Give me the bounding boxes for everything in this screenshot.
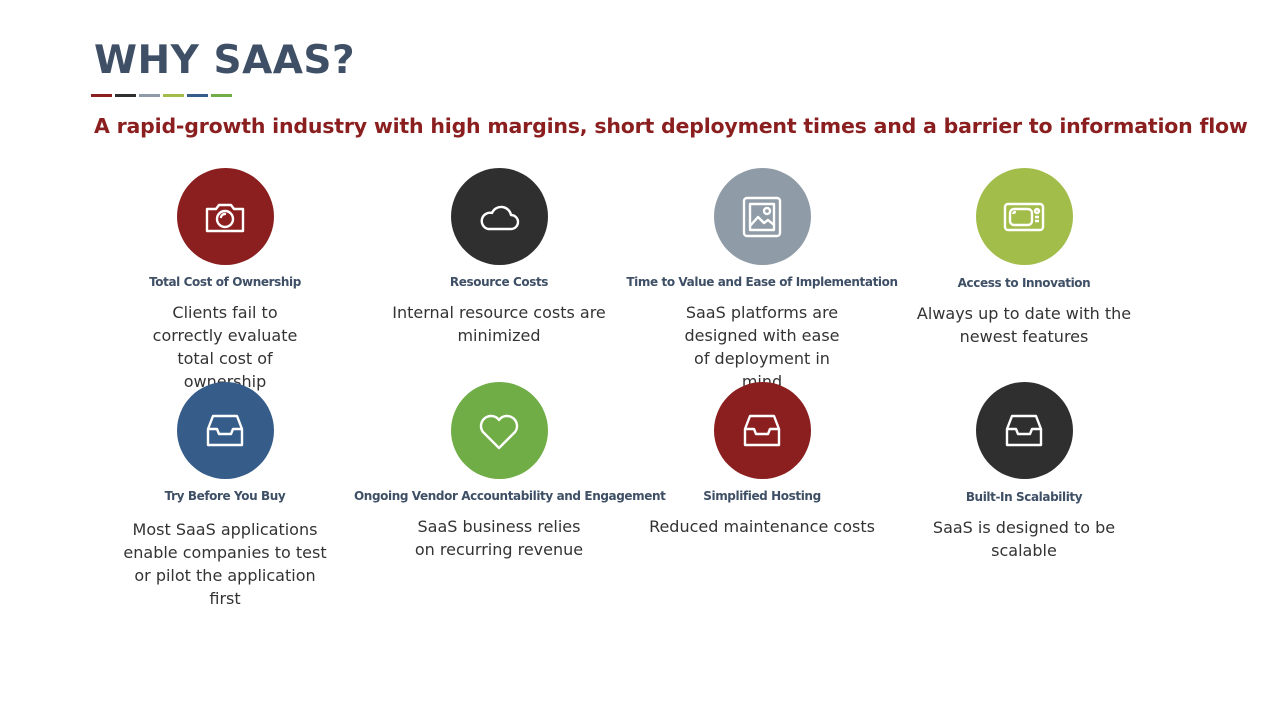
card-description: Reduced maintenance costs <box>649 517 875 536</box>
card-title: Ongoing Vendor Accountability and Engage… <box>354 489 666 503</box>
card-simplified-hosting: Simplified Hosting Reduced maintenance c… <box>617 382 907 538</box>
card-resource-costs: Resource Costs Internal resource costs a… <box>354 168 644 347</box>
card-title: Access to Innovation <box>957 276 1091 290</box>
inbox-icon <box>975 382 1073 479</box>
card-vendor-accountability: Ongoing Vendor Accountability and Engage… <box>354 382 666 561</box>
image-icon <box>713 168 811 265</box>
card-description: Most SaaS applications enable companies … <box>123 520 327 608</box>
accent-swatch-2 <box>115 94 136 97</box>
card-description: Internal resource costs are minimized <box>392 303 606 345</box>
card-description: SaaS platforms are designed with ease of… <box>684 303 840 391</box>
accent-swatch-4 <box>163 94 184 97</box>
card-description: Always up to date with the newest featur… <box>916 304 1132 346</box>
inbox-icon <box>176 382 274 479</box>
card-total-cost-of-ownership: Total Cost of Ownership Clients fail to … <box>80 168 370 393</box>
heart-icon <box>450 382 548 479</box>
card-access-to-innovation: Access to Innovation Always up to date w… <box>879 168 1169 348</box>
slide-subtitle: A rapid-growth industry with high margin… <box>94 114 1248 138</box>
card-title: Time to Value and Ease of Implementation <box>626 275 898 289</box>
accent-swatch-3 <box>139 94 160 97</box>
card-description: SaaS business relies on recurring revenu… <box>414 517 584 559</box>
accent-swatch-5 <box>187 94 208 97</box>
tv-icon <box>975 168 1073 265</box>
accent-color-bar <box>91 94 232 97</box>
card-title: Built-In Scalability <box>965 490 1083 504</box>
card-time-to-value: Time to Value and Ease of Implementation… <box>617 168 907 393</box>
card-title: Resource Costs <box>449 275 549 289</box>
cloud-icon <box>450 168 548 265</box>
inbox-icon <box>713 382 811 479</box>
card-description: Clients fail to correctly evaluate total… <box>152 303 298 391</box>
card-built-in-scalability: Built-In Scalability SaaS is designed to… <box>879 382 1169 562</box>
slide-title: WHY SAAS? <box>94 38 356 83</box>
card-title: Simplified Hosting <box>703 489 821 503</box>
card-title: Total Cost of Ownership <box>149 275 301 289</box>
accent-swatch-1 <box>91 94 112 97</box>
card-title: Try Before You Buy <box>164 489 286 503</box>
camera-icon <box>176 168 274 265</box>
card-description: SaaS is designed to be scalable <box>932 518 1116 560</box>
accent-swatch-6 <box>211 94 232 97</box>
card-try-before-you-buy: Try Before You Buy Most SaaS application… <box>80 382 370 610</box>
